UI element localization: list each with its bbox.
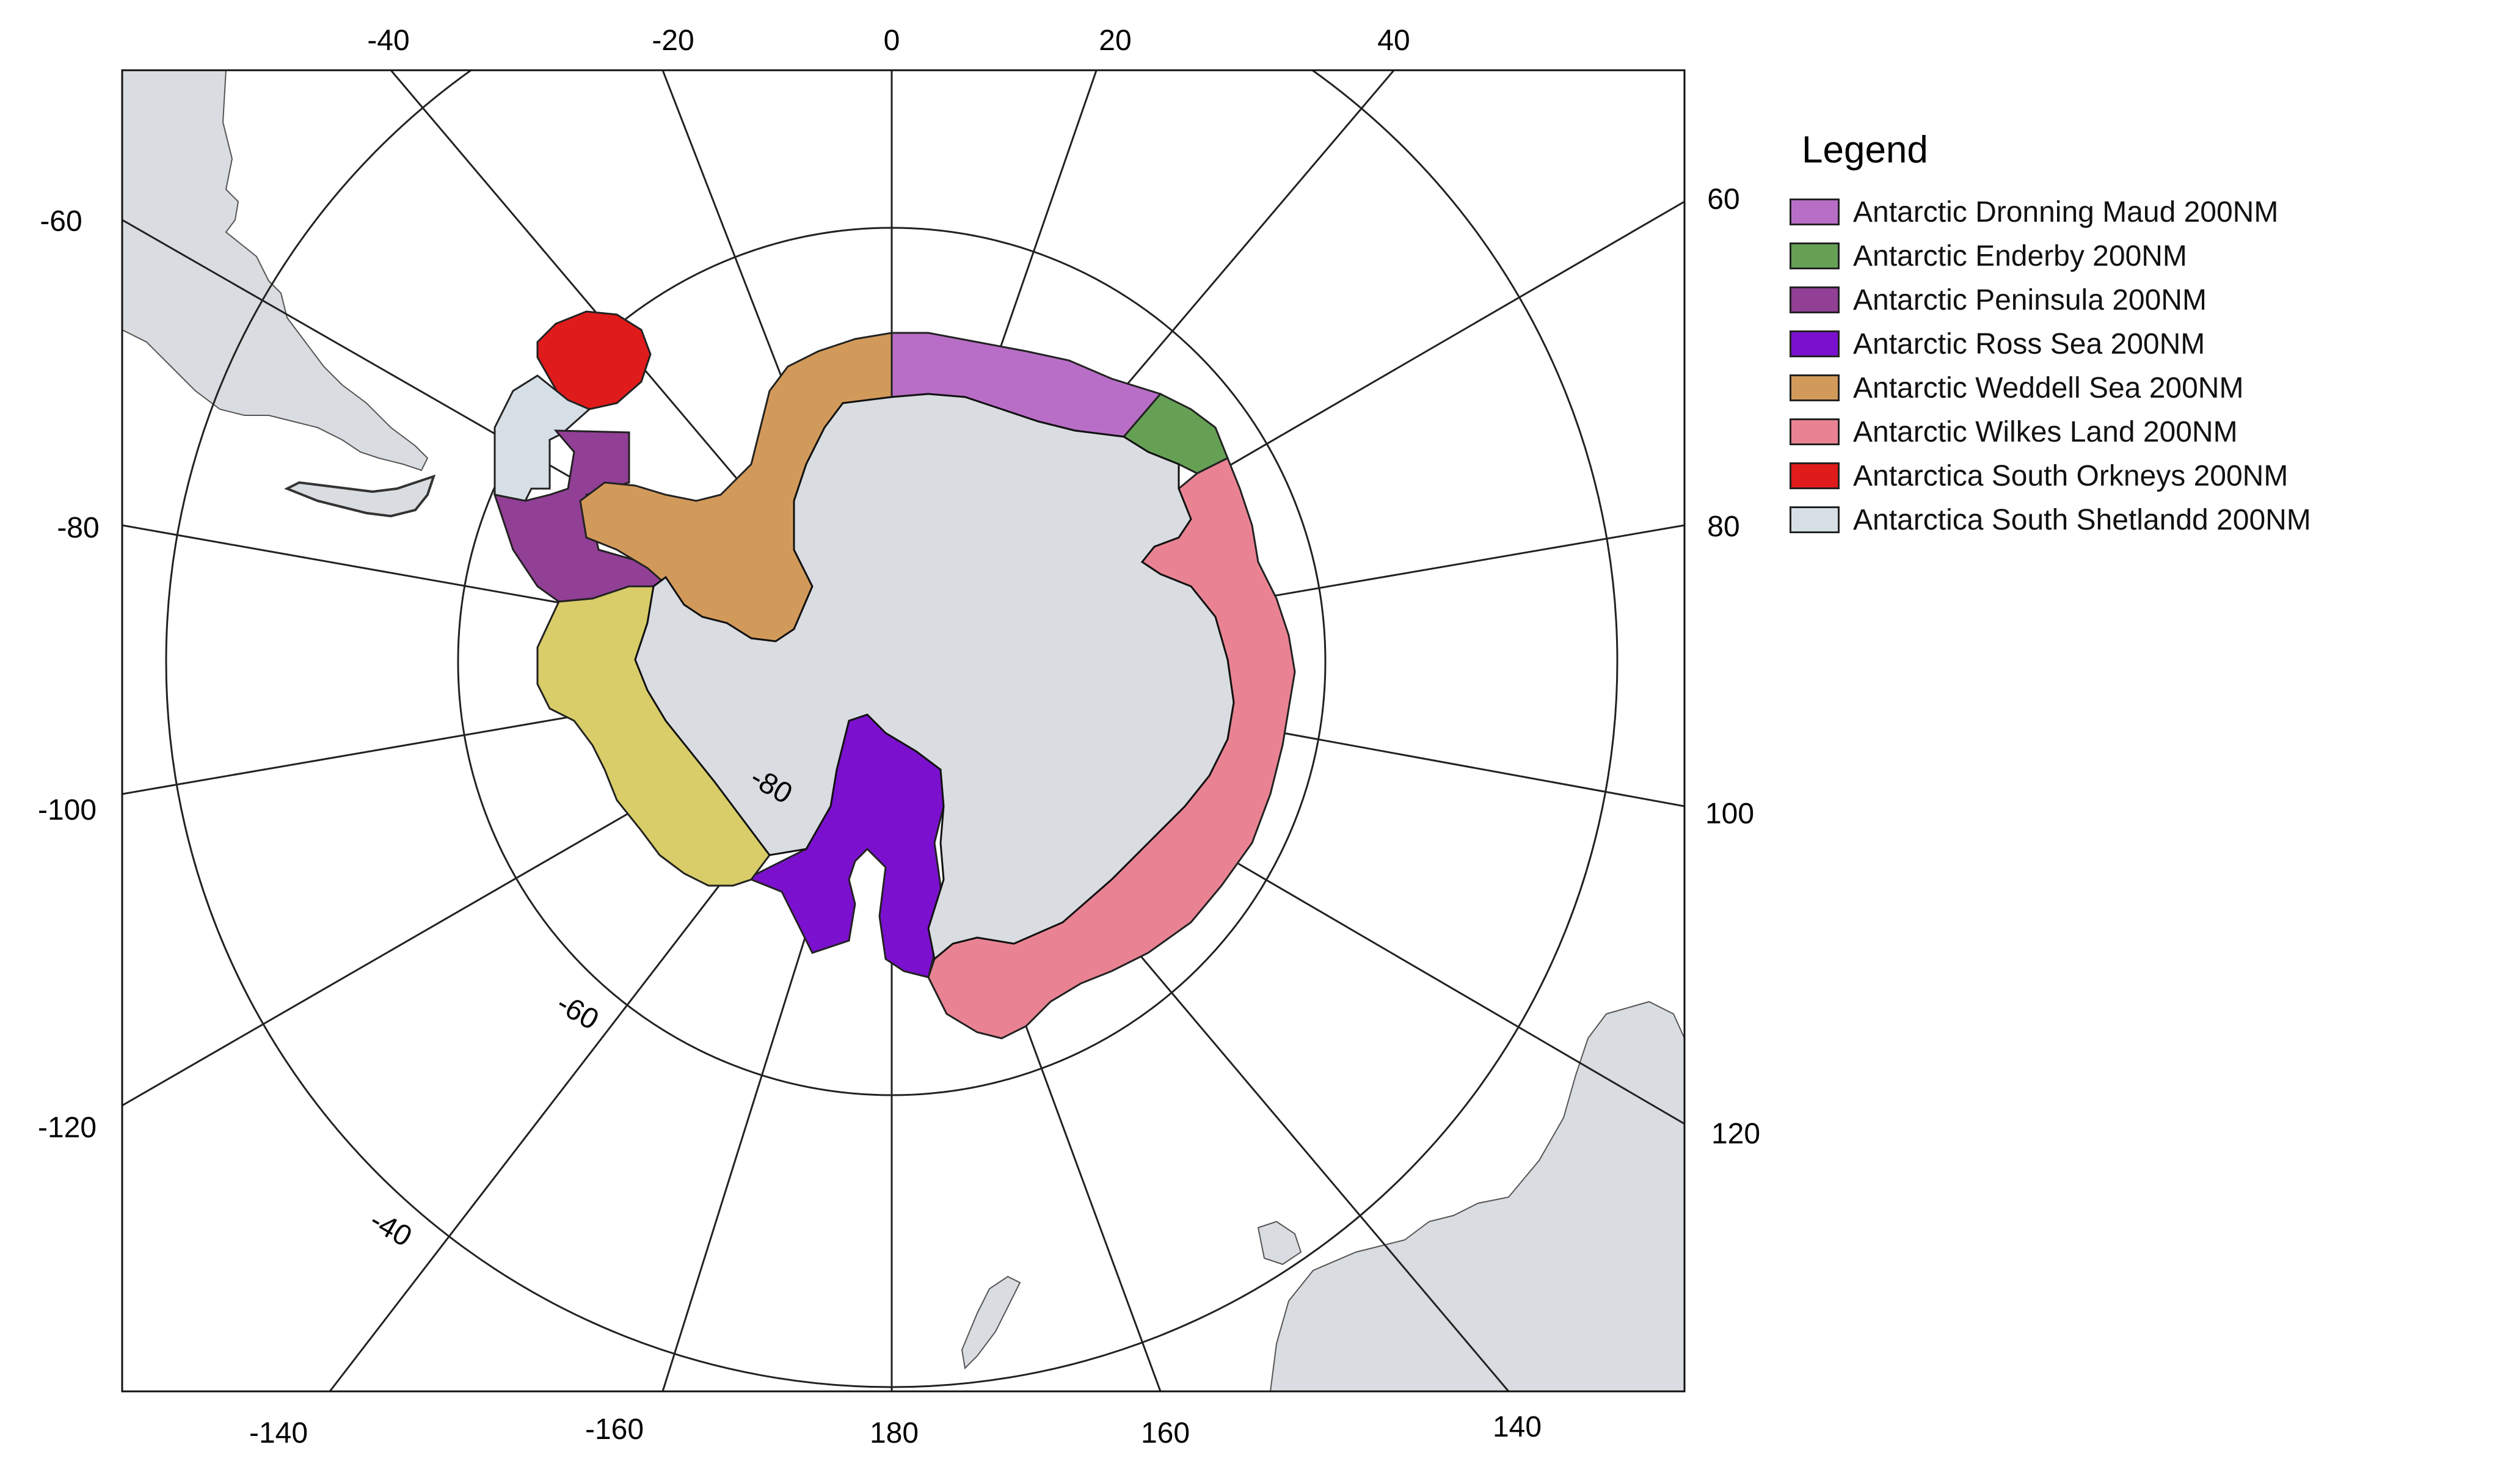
tick-left-lon: -120	[38, 1112, 97, 1144]
legend-title: Legend	[1802, 129, 1928, 171]
tick-left-lon: -80	[57, 512, 99, 544]
tick-right-lon: 80	[1707, 511, 1739, 543]
legend-item: Antarctic Enderby 200NM	[1790, 234, 2311, 278]
legend-label: Antarctic Ross Sea 200NM	[1853, 327, 2205, 360]
tick-bottom-lon: 160	[1141, 1417, 1190, 1449]
legend-swatch	[1790, 418, 1840, 445]
legend-item: Antarctic Peninsula 200NM	[1790, 278, 2311, 322]
legend: Legend Antarctic Dronning Maud 200NM Anta…	[1790, 128, 2311, 542]
legend-swatch	[1790, 330, 1840, 357]
tick-right-lon: 120	[1711, 1118, 1760, 1150]
legend-label: Antarctic Peninsula 200NM	[1853, 283, 2207, 316]
tick-bottom-lon: 140	[1493, 1411, 1542, 1443]
legend-swatch	[1790, 462, 1840, 489]
legend-label: Antarctic Weddell Sea 200NM	[1853, 371, 2244, 404]
legend-items: Antarctic Dronning Maud 200NM Antarctic E…	[1790, 190, 2311, 542]
legend-item: Antarctic Weddell Sea 200NM	[1790, 366, 2311, 410]
tick-top-lon: 20	[1099, 24, 1131, 57]
sub-antarctic-island	[961, 1275, 1021, 1370]
new-zealand-land	[1269, 1000, 1684, 1391]
legend-swatch	[1790, 286, 1840, 313]
legend-label: Antarctic Dronning Maud 200NM	[1853, 195, 2279, 228]
tick-top-lon: -20	[652, 24, 694, 57]
tick-right-lon: 60	[1707, 183, 1739, 216]
antarctica-land	[634, 393, 1235, 961]
tick-bottom-lon: -140	[249, 1417, 308, 1449]
legend-swatch	[1790, 374, 1840, 401]
legend-label: Antarctica South Shetlandd 200NM	[1853, 503, 2311, 536]
tick-top-lon: 0	[884, 24, 900, 57]
tick-top-lon: -40	[367, 24, 409, 57]
tierra-del-fuego-edge	[284, 474, 436, 518]
legend-swatch	[1790, 242, 1840, 269]
legend-label: Antarctic Wilkes Land 200NM	[1853, 415, 2238, 448]
tick-bottom-lon: 180	[870, 1417, 919, 1449]
legend-item: Antarctic Wilkes Land 200NM	[1790, 410, 2311, 454]
legend-item: Antarctica South Shetlandd 200NM	[1790, 498, 2311, 542]
tick-left-lon: -60	[40, 205, 82, 238]
tick-top-lon: 40	[1377, 24, 1410, 57]
legend-swatch	[1790, 199, 1840, 225]
map-frame	[121, 69, 1686, 1393]
legend-label: Antarctica South Orkneys 200NM	[1853, 459, 2289, 492]
tick-left-lon: -100	[38, 794, 97, 826]
legend-item: Antarctica South Orkneys 200NM	[1790, 454, 2311, 498]
tick-right-lon: 100	[1705, 798, 1754, 830]
tasmania-island	[1257, 1220, 1302, 1266]
legend-item: Antarctic Ross Sea 200NM	[1790, 322, 2311, 366]
legend-label: Antarctic Enderby 200NM	[1853, 239, 2187, 272]
legend-swatch	[1790, 506, 1840, 533]
south-america-land	[122, 70, 429, 472]
legend-item: Antarctic Dronning Maud 200NM	[1790, 190, 2311, 234]
tick-bottom-lon: -160	[585, 1413, 644, 1446]
